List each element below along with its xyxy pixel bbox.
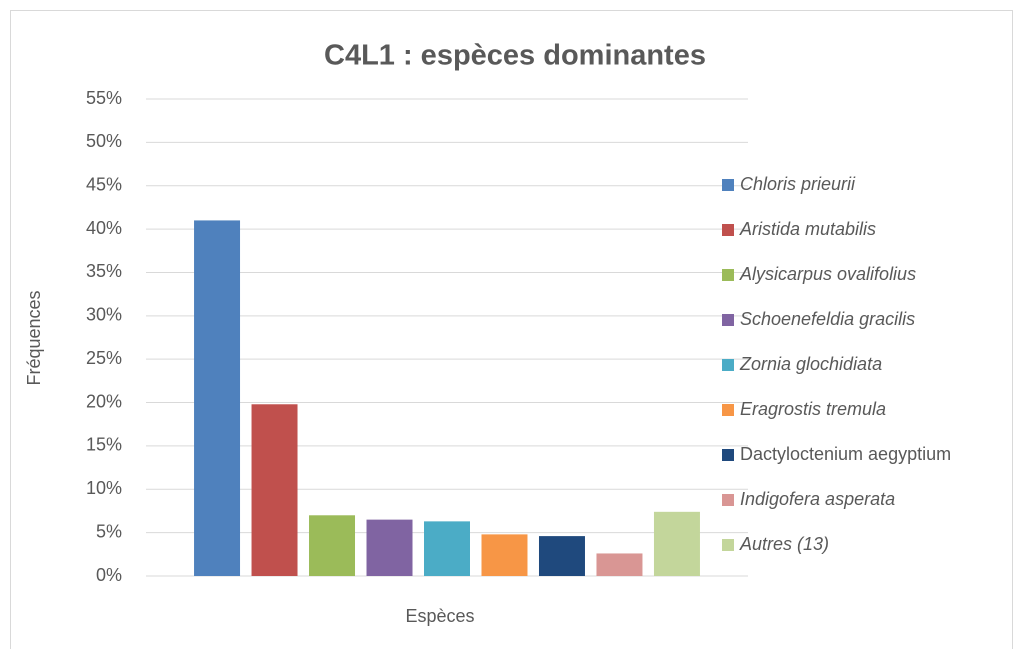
legend-swatch [722,224,734,236]
legend-swatch [722,314,734,326]
y-tick-label: 10% [86,478,122,498]
legend-label: Chloris prieurii [740,174,856,194]
legend-label: Alysicarpus ovalifolius [739,264,916,284]
legend-label: Eragrostis tremula [740,399,886,419]
bar [538,536,585,576]
legend-swatch [722,359,734,371]
y-tick-label: 35% [86,261,122,281]
y-tick-label: 20% [86,391,122,411]
bar [309,515,356,576]
legend-label: Indigofera asperata [740,489,895,509]
y-tick-label: 25% [86,348,122,368]
legend-swatch [722,179,734,191]
y-tick-label: 30% [86,305,122,325]
bar [424,521,470,576]
bar [366,519,413,576]
legend-swatch [722,449,734,461]
legend-label: Autres (13) [739,534,829,554]
legend-label: Dactyloctenium aegyptium [740,444,951,464]
y-tick-label: 50% [86,131,122,151]
bar [251,404,298,576]
y-tick-label: 40% [86,218,122,238]
y-tick-label: 15% [86,435,122,455]
y-tick-label: 45% [86,174,122,194]
bar [194,220,241,576]
x-axis-label: Espèces [405,606,474,626]
y-tick-label: 5% [96,521,122,541]
y-axis-label: Fréquences [24,290,44,385]
legend-label: Schoenefeldia gracilis [740,309,915,329]
legend-label: Zornia glochidiata [739,354,882,374]
bar [596,553,643,576]
legend-swatch [722,269,734,281]
legend-swatch [722,494,734,506]
bar [653,511,700,576]
bar [481,534,528,576]
legend-swatch [722,404,734,416]
y-tick-label: 55% [86,88,122,108]
legend-label: Aristida mutabilis [739,219,876,239]
legend-swatch [722,539,734,551]
y-tick-label: 0% [96,565,122,585]
chart-title: C4L1 : espèces dominantes [324,40,706,72]
